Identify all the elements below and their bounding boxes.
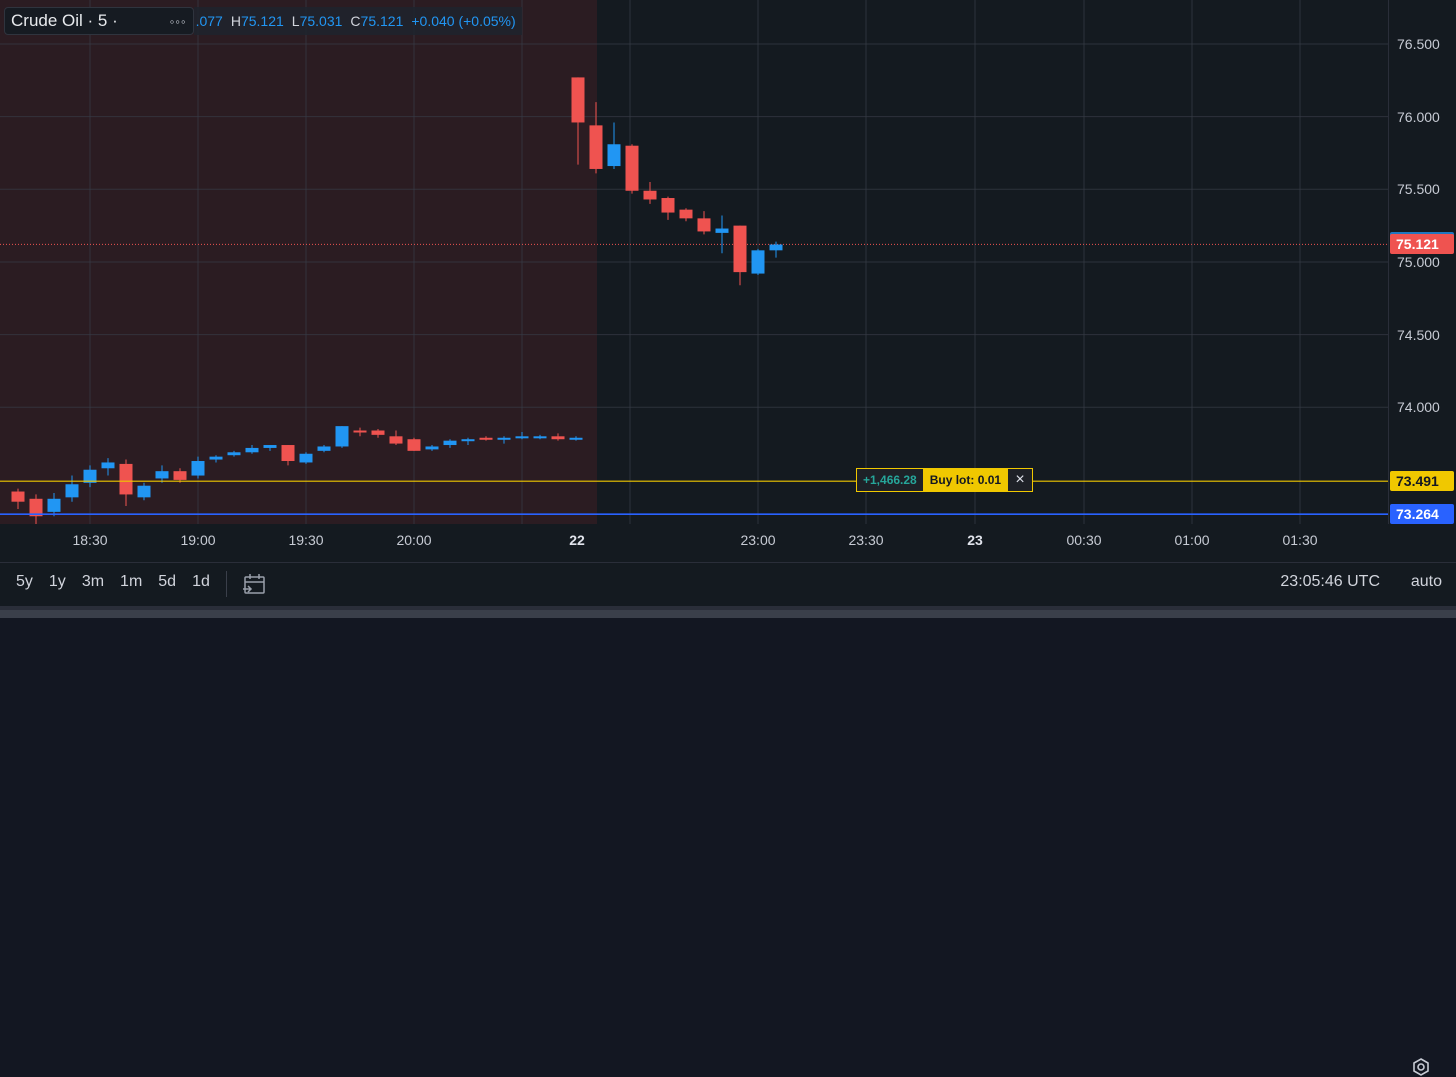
candle-body: [281, 445, 295, 462]
candle-body: [625, 145, 639, 191]
price-tick: 75.000: [1397, 253, 1440, 270]
price-tick: 76.500: [1397, 36, 1440, 52]
candle-body: [607, 144, 621, 167]
close-order-icon[interactable]: ×: [1007, 468, 1034, 492]
time-tick: 23:30: [848, 532, 884, 548]
candle-body: [209, 456, 223, 460]
candle-body: [29, 498, 43, 517]
price-label: 73.491: [1390, 471, 1454, 492]
range-button-1y[interactable]: 1y: [48, 573, 66, 590]
candle-body: [643, 190, 657, 200]
candle-body: [751, 250, 765, 274]
candle-body: [317, 446, 331, 451]
candle-body: [245, 447, 259, 453]
low-key: L: [291, 13, 300, 29]
candle-body: [443, 440, 457, 446]
candle-body: [661, 198, 675, 213]
candle-body: [733, 225, 747, 273]
candle-body: [551, 436, 565, 440]
range-selector: 5y 1y 3m 1m 5d 1d: [16, 573, 226, 591]
ohlc-values: .077 H 75.121 L 75.031 C 75.121 +0.040 (+0.…: [193, 7, 522, 35]
range-button-5d[interactable]: 5d: [158, 573, 177, 590]
divider: [226, 571, 227, 597]
candle-body: [47, 498, 61, 512]
time-tick: 23:00: [740, 532, 776, 548]
candle-body: [191, 461, 205, 476]
candle-body: [173, 471, 187, 480]
low-value: 75.031: [299, 13, 343, 29]
candle-body: [715, 228, 729, 233]
scrollbar[interactable]: [0, 606, 1456, 618]
auto-scale-button[interactable]: auto: [1410, 573, 1442, 590]
candle-body: [389, 436, 403, 444]
time-tick: 23: [967, 532, 983, 548]
time-tick: 22: [569, 532, 585, 548]
range-button-5y[interactable]: 5y: [16, 573, 33, 590]
order-lot-label[interactable]: Buy lot: 0.01: [923, 468, 1008, 492]
high-key: H: [230, 13, 241, 29]
price-tick: 75.500: [1397, 181, 1440, 198]
time-tick: 19:30: [288, 532, 324, 548]
candle-body: [407, 439, 421, 451]
candle-body: [119, 463, 133, 495]
candle-body: [155, 471, 169, 479]
more-options-icon[interactable]: ◦◦◦: [169, 13, 187, 29]
candle-body: [425, 446, 439, 450]
candle-body: [569, 437, 583, 440]
time-axis[interactable]: 18:30 19:00 19:30 20:00 22 23:00 23:30 23 00:30 0…: [0, 524, 1456, 1076]
calendar-goto-icon[interactable]: [242, 572, 268, 598]
candle-body: [83, 469, 97, 483]
candle-body: [697, 218, 711, 232]
candle-body: [461, 439, 475, 442]
range-button-3m[interactable]: 3m: [81, 573, 105, 590]
time-tick: 01:30: [1282, 532, 1318, 548]
candle-body: [479, 437, 493, 440]
high-value: 75.121: [240, 13, 284, 29]
candle-body: [299, 453, 313, 463]
price-tick: 74.000: [1397, 399, 1440, 416]
candle-body: [263, 445, 277, 448]
candle-body: [515, 436, 529, 439]
price-tick: 74.500: [1397, 326, 1440, 343]
order-pnl: +1,466.28: [856, 468, 924, 492]
candle-body: [335, 426, 349, 447]
bottom-toolbar: 5y 1y 3m 1m 5d 1d 23:05:46 UTC auto: [0, 562, 1456, 606]
candle-body: [533, 436, 547, 439]
candle-body: [571, 77, 585, 123]
time-tick: 01:00: [1174, 532, 1210, 548]
close-value: 75.121: [360, 13, 404, 29]
candle-body: [679, 209, 693, 219]
price-tick: 76.000: [1397, 108, 1440, 125]
symbol-selector[interactable]: Crude Oil · 5 · ◦◦◦: [4, 7, 194, 35]
candle-body: [65, 484, 79, 498]
candle-body: [497, 437, 511, 440]
range-button-1m[interactable]: 1m: [120, 573, 143, 590]
time-tick: 20:00: [396, 532, 432, 548]
open-value: .077: [195, 13, 223, 29]
candle-body: [101, 462, 115, 469]
settings-icon[interactable]: [1411, 1057, 1431, 1077]
candle-body: [353, 430, 367, 433]
candle-body: [371, 430, 385, 435]
legend: Crude Oil · 5 · ◦◦◦ .077 H 75.121 L 75.031…: [4, 7, 522, 35]
candle-body: [589, 125, 603, 169]
change-value: +0.040 (+0.05%): [411, 13, 516, 29]
symbol-name[interactable]: Crude Oil · 5 ·: [11, 11, 118, 30]
order-line-widget[interactable]: +1,466.28 Buy lot: 0.01 ×: [856, 468, 1034, 492]
price-label: 75.121: [1390, 234, 1454, 255]
candle-body: [137, 485, 151, 498]
time-tick: 00:30: [1066, 532, 1102, 548]
candle-body: [227, 452, 241, 456]
candle-body: [769, 244, 783, 251]
price-label: 73.264: [1390, 504, 1454, 525]
price-axis[interactable]: 76.500 76.000 75.500 75.000 74.500 74.000 75.…: [1388, 0, 1456, 525]
clock[interactable]: 23:05:46 UTC: [1280, 573, 1380, 590]
candlestick-chart[interactable]: [0, 0, 1388, 524]
time-tick: 19:00: [180, 532, 216, 548]
close-key: C: [350, 13, 361, 29]
time-tick: 18:30: [72, 532, 108, 548]
candle-body: [11, 491, 25, 502]
chart-pane[interactable]: Crude Oil · 5 · ◦◦◦ .077 H 75.121 L 75.031…: [0, 0, 1388, 524]
range-button-1d[interactable]: 1d: [192, 573, 210, 590]
